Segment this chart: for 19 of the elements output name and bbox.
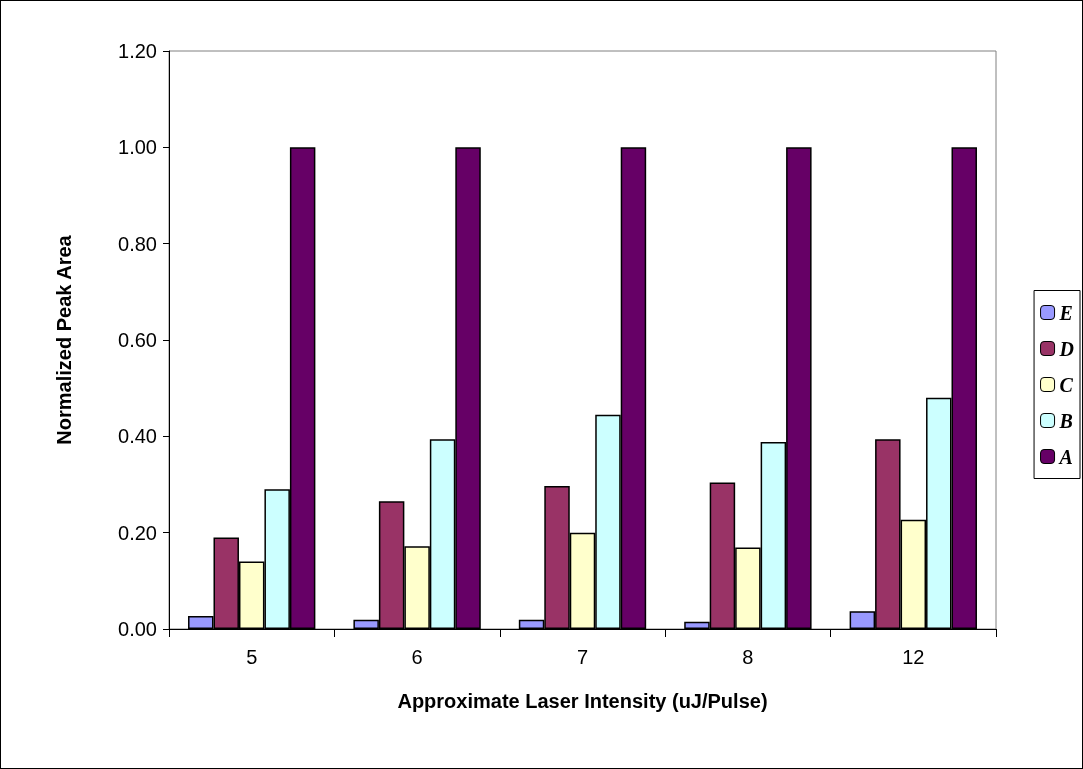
x-tick-label: 6 <box>411 646 423 668</box>
y-tick-label: 0.60 <box>118 329 157 351</box>
y-tick-label: 0.80 <box>118 232 157 255</box>
legend-label: E <box>1058 301 1073 324</box>
y-tick-label: 0.40 <box>118 425 157 448</box>
y-tick-label: 1.20 <box>118 40 157 62</box>
x-tick-label: 8 <box>742 646 754 668</box>
y-axis-title: Normalized Peak Area <box>53 234 75 445</box>
y-tick-label: 0.00 <box>118 618 157 640</box>
x-axis-title: Approximate Laser Intensity (uJ/Pulse) <box>397 690 768 712</box>
legend-label: B <box>1058 409 1073 432</box>
x-tick-label: 7 <box>576 646 589 668</box>
y-tick-label: 0.20 <box>118 521 157 544</box>
x-tick-label: 12 <box>902 646 925 668</box>
legend-label: C <box>1059 373 1074 396</box>
legend-label: A <box>1057 445 1073 468</box>
x-tick-label: 5 <box>246 646 258 668</box>
legend-label: D <box>1058 337 1075 360</box>
y-tick-label: 1.00 <box>118 136 157 159</box>
